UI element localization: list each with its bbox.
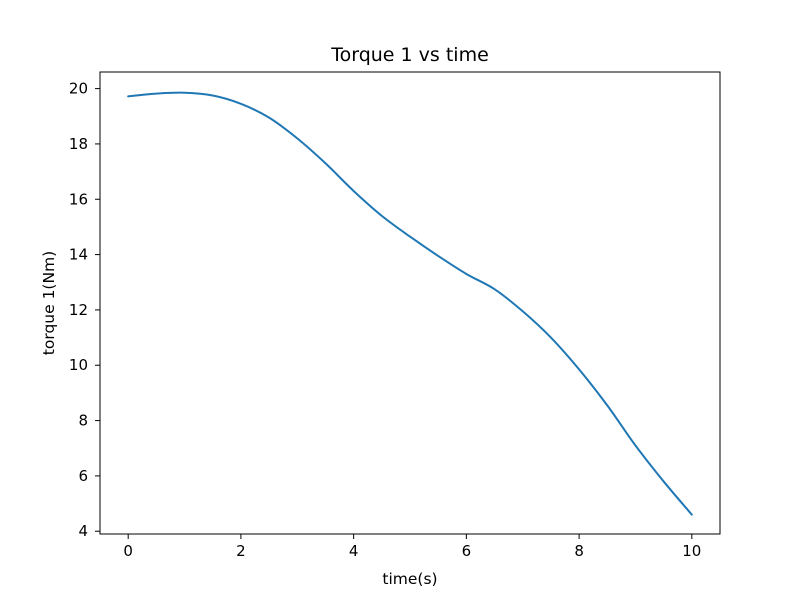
y-tick-label: 16 bbox=[69, 190, 88, 208]
y-tick-label: 14 bbox=[69, 246, 88, 264]
x-tick-label: 0 bbox=[123, 542, 133, 560]
y-axis-label: torque 1(Nm) bbox=[40, 251, 58, 355]
y-tick-label: 20 bbox=[69, 80, 88, 98]
x-tick-label: 6 bbox=[462, 542, 472, 560]
plot-frame bbox=[99, 71, 721, 535]
chart-title: Torque 1 vs time bbox=[330, 44, 489, 66]
y-tick-label: 8 bbox=[78, 412, 88, 430]
x-tick-label: 8 bbox=[574, 542, 584, 560]
y-tick-label: 12 bbox=[69, 301, 88, 319]
x-tick-label: 4 bbox=[349, 542, 359, 560]
x-tick-label: 2 bbox=[236, 542, 246, 560]
series-line-0 bbox=[127, 91, 693, 516]
x-axis-label: time(s) bbox=[382, 570, 437, 588]
y-tick-label: 4 bbox=[78, 522, 88, 540]
x-tick-label: 10 bbox=[682, 542, 701, 560]
plot-area bbox=[127, 91, 693, 516]
y-tick-label: 10 bbox=[69, 356, 88, 374]
y-tick-label: 6 bbox=[78, 467, 88, 485]
axis-ticks: 0 2 4 6 8 10 4 6 8 10 12 14 16 18 20 bbox=[69, 80, 701, 560]
y-tick-label: 18 bbox=[69, 135, 88, 153]
